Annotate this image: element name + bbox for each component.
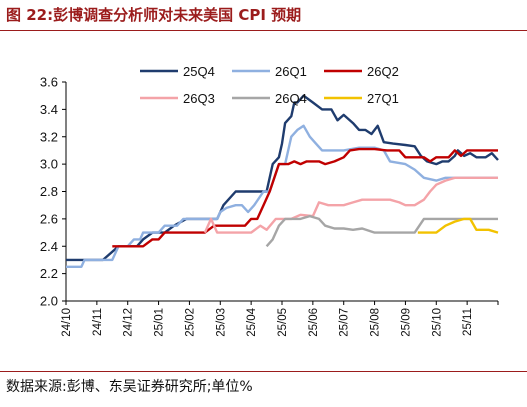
x-tick-label: 24/10 [61, 308, 73, 337]
y-tick-label: 3.2 [40, 129, 58, 144]
chart-axes: 2.0 2.2 2.4 2.6 2.8 3.0 3.2 3.4 3.6 24/10 24/11 24/… [40, 75, 499, 337]
legend-label-26q2: 26Q2 [367, 64, 399, 79]
y-tick-label: 3.6 [40, 75, 58, 90]
x-tick-label: 25/09 [400, 308, 412, 337]
source-rule [0, 371, 527, 372]
series-line-26q4 [265, 214, 498, 248]
legend-label-26q1: 26Q1 [275, 64, 307, 79]
x-tick-label: 25/01 [154, 308, 166, 337]
series-line-26q2 [112, 147, 498, 248]
x-tick-label: 25/03 [215, 308, 227, 337]
y-tick-label: 2.6 [40, 211, 58, 226]
x-tick-label: 25/11 [462, 308, 474, 336]
x-tick-label: 24/12 [123, 308, 135, 337]
x-tick-label: 25/07 [339, 308, 351, 337]
figure-title: 图 22:彭博调查分析师对未来美国 CPI 预期 [6, 6, 302, 24]
series-line-27q1 [417, 217, 499, 234]
legend-label-26q4: 26Q4 [275, 91, 307, 106]
x-tick-label: 25/05 [277, 308, 289, 337]
x-tick-label: 25/04 [246, 307, 258, 336]
x-tick-label: 25/10 [431, 308, 443, 337]
y-tick-label: 2.4 [40, 239, 58, 254]
x-tick-label: 25/08 [370, 308, 382, 337]
title-rule [0, 30, 527, 31]
series-line-26q1 [66, 124, 498, 268]
y-tick-label: 2.0 [40, 294, 58, 309]
x-tick-label: 24/11 [92, 308, 104, 336]
cpi-expectation-chart: 2.0 2.2 2.4 2.6 2.8 3.0 3.2 3.4 3.6 24/10 24/11 24/… [40, 64, 499, 337]
legend-label-26q3: 26Q3 [183, 91, 215, 106]
y-tick-label: 2.2 [40, 266, 58, 281]
series-line-25q4 [66, 94, 499, 262]
x-tick-label: 25/06 [308, 308, 320, 337]
legend-label-25q4: 25Q4 [183, 64, 215, 79]
chart-legend: 25Q4 26Q1 26Q2 26Q3 26Q4 27Q1 [140, 64, 399, 106]
x-tick-label: 25/02 [184, 308, 196, 337]
chart-series [66, 94, 499, 268]
y-tick-label: 3.4 [40, 102, 58, 117]
source-note: 数据来源:彭博、东吴证券研究所;单位% [6, 379, 253, 395]
series-line-26q3 [203, 176, 498, 234]
legend-label-27q1: 27Q1 [367, 91, 399, 106]
y-tick-label: 2.8 [40, 184, 58, 199]
y-tick-label: 3.0 [40, 157, 58, 172]
